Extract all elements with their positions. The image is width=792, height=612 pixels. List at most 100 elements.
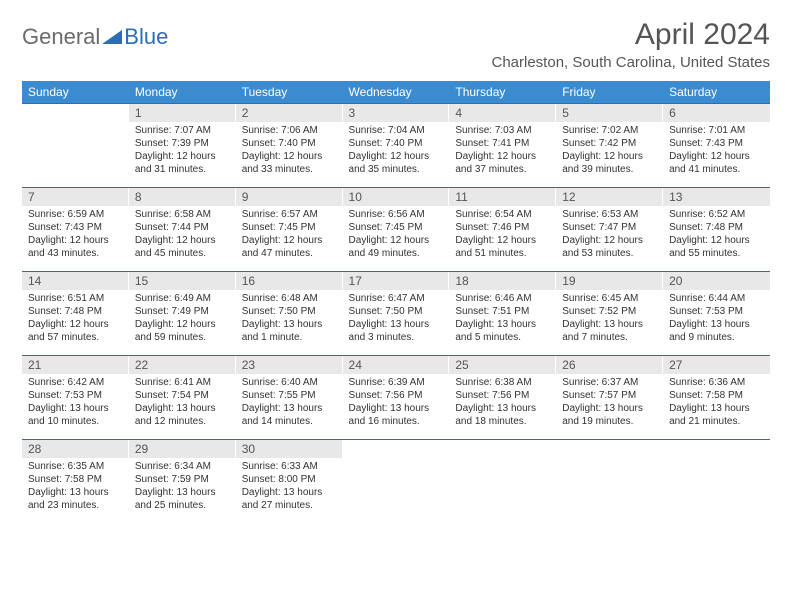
calendar-cell: 6Sunrise: 7:01 AMSunset: 7:43 PMDaylight… <box>663 104 770 188</box>
calendar-body: 1Sunrise: 7:07 AMSunset: 7:39 PMDaylight… <box>22 104 770 524</box>
sunset-text: Sunset: 7:41 PM <box>455 137 550 150</box>
day-number: 13 <box>663 188 770 206</box>
daylight-text: Daylight: 12 hours and 51 minutes. <box>455 234 550 260</box>
sunrise-text: Sunrise: 6:49 AM <box>135 292 230 305</box>
day-content: Sunrise: 6:53 AMSunset: 7:47 PMDaylight:… <box>556 206 663 264</box>
calendar-cell: 17Sunrise: 6:47 AMSunset: 7:50 PMDayligh… <box>343 272 450 356</box>
calendar-cell: 13Sunrise: 6:52 AMSunset: 7:48 PMDayligh… <box>663 188 770 272</box>
calendar-cell: 29Sunrise: 6:34 AMSunset: 7:59 PMDayligh… <box>129 440 236 524</box>
daylight-text: Daylight: 13 hours and 7 minutes. <box>562 318 657 344</box>
daylight-text: Daylight: 13 hours and 27 minutes. <box>242 486 337 512</box>
daylight-text: Daylight: 13 hours and 12 minutes. <box>135 402 230 428</box>
calendar-header-row: SundayMondayTuesdayWednesdayThursdayFrid… <box>22 81 770 104</box>
sunset-text: Sunset: 7:53 PM <box>669 305 764 318</box>
calendar-cell: 5Sunrise: 7:02 AMSunset: 7:42 PMDaylight… <box>556 104 663 188</box>
day-content: Sunrise: 6:46 AMSunset: 7:51 PMDaylight:… <box>449 290 556 348</box>
day-number: 26 <box>556 356 663 374</box>
day-number: 5 <box>556 104 663 122</box>
sunset-text: Sunset: 7:42 PM <box>562 137 657 150</box>
sunrise-text: Sunrise: 6:44 AM <box>669 292 764 305</box>
day-content: Sunrise: 6:44 AMSunset: 7:53 PMDaylight:… <box>663 290 770 348</box>
calendar-cell <box>556 440 663 524</box>
day-number: 6 <box>663 104 770 122</box>
sunrise-text: Sunrise: 7:07 AM <box>135 124 230 137</box>
logo-text-blue: Blue <box>124 24 168 50</box>
sunrise-text: Sunrise: 6:48 AM <box>242 292 337 305</box>
sunset-text: Sunset: 7:43 PM <box>669 137 764 150</box>
sunrise-text: Sunrise: 6:54 AM <box>455 208 550 221</box>
calendar-cell: 24Sunrise: 6:39 AMSunset: 7:56 PMDayligh… <box>343 356 450 440</box>
day-number: 7 <box>22 188 129 206</box>
calendar-cell: 19Sunrise: 6:45 AMSunset: 7:52 PMDayligh… <box>556 272 663 356</box>
sunrise-text: Sunrise: 6:58 AM <box>135 208 230 221</box>
sunset-text: Sunset: 7:59 PM <box>135 473 230 486</box>
sunrise-text: Sunrise: 6:39 AM <box>349 376 444 389</box>
logo-text-general: General <box>22 24 100 50</box>
daylight-text: Daylight: 12 hours and 47 minutes. <box>242 234 337 260</box>
calendar-week-row: 28Sunrise: 6:35 AMSunset: 7:58 PMDayligh… <box>22 440 770 524</box>
day-content: Sunrise: 6:37 AMSunset: 7:57 PMDaylight:… <box>556 374 663 432</box>
day-number: 30 <box>236 440 343 458</box>
day-content: Sunrise: 7:06 AMSunset: 7:40 PMDaylight:… <box>236 122 343 180</box>
daylight-text: Daylight: 12 hours and 41 minutes. <box>669 150 764 176</box>
day-number: 8 <box>129 188 236 206</box>
sunset-text: Sunset: 7:58 PM <box>669 389 764 402</box>
calendar-cell: 2Sunrise: 7:06 AMSunset: 7:40 PMDaylight… <box>236 104 343 188</box>
logo: General Blue <box>22 24 168 50</box>
day-content: Sunrise: 6:47 AMSunset: 7:50 PMDaylight:… <box>343 290 450 348</box>
sunset-text: Sunset: 8:00 PM <box>242 473 337 486</box>
calendar-cell: 18Sunrise: 6:46 AMSunset: 7:51 PMDayligh… <box>449 272 556 356</box>
daylight-text: Daylight: 13 hours and 21 minutes. <box>669 402 764 428</box>
day-content: Sunrise: 6:38 AMSunset: 7:56 PMDaylight:… <box>449 374 556 432</box>
day-content: Sunrise: 6:59 AMSunset: 7:43 PMDaylight:… <box>22 206 129 264</box>
daylight-text: Daylight: 12 hours and 31 minutes. <box>135 150 230 176</box>
daylight-text: Daylight: 12 hours and 53 minutes. <box>562 234 657 260</box>
sunset-text: Sunset: 7:46 PM <box>455 221 550 234</box>
day-number: 25 <box>449 356 556 374</box>
day-number: 21 <box>22 356 129 374</box>
day-content: Sunrise: 6:34 AMSunset: 7:59 PMDaylight:… <box>129 458 236 516</box>
sunrise-text: Sunrise: 7:03 AM <box>455 124 550 137</box>
day-content: Sunrise: 6:42 AMSunset: 7:53 PMDaylight:… <box>22 374 129 432</box>
calendar-cell: 15Sunrise: 6:49 AMSunset: 7:49 PMDayligh… <box>129 272 236 356</box>
calendar-cell: 26Sunrise: 6:37 AMSunset: 7:57 PMDayligh… <box>556 356 663 440</box>
daylight-text: Daylight: 13 hours and 1 minute. <box>242 318 337 344</box>
daylight-text: Daylight: 12 hours and 37 minutes. <box>455 150 550 176</box>
sunrise-text: Sunrise: 7:06 AM <box>242 124 337 137</box>
daylight-text: Daylight: 12 hours and 45 minutes. <box>135 234 230 260</box>
day-number: 19 <box>556 272 663 290</box>
sunrise-text: Sunrise: 6:51 AM <box>28 292 123 305</box>
sunset-text: Sunset: 7:55 PM <box>242 389 337 402</box>
calendar-cell: 1Sunrise: 7:07 AMSunset: 7:39 PMDaylight… <box>129 104 236 188</box>
day-header: Tuesday <box>236 81 343 104</box>
day-number: 18 <box>449 272 556 290</box>
calendar-cell: 9Sunrise: 6:57 AMSunset: 7:45 PMDaylight… <box>236 188 343 272</box>
calendar-week-row: 14Sunrise: 6:51 AMSunset: 7:48 PMDayligh… <box>22 272 770 356</box>
daylight-text: Daylight: 13 hours and 16 minutes. <box>349 402 444 428</box>
sunrise-text: Sunrise: 6:33 AM <box>242 460 337 473</box>
sunset-text: Sunset: 7:56 PM <box>455 389 550 402</box>
day-content: Sunrise: 6:57 AMSunset: 7:45 PMDaylight:… <box>236 206 343 264</box>
daylight-text: Daylight: 13 hours and 18 minutes. <box>455 402 550 428</box>
calendar-cell: 16Sunrise: 6:48 AMSunset: 7:50 PMDayligh… <box>236 272 343 356</box>
day-number: 12 <box>556 188 663 206</box>
month-title: April 2024 <box>492 18 771 52</box>
calendar-cell: 21Sunrise: 6:42 AMSunset: 7:53 PMDayligh… <box>22 356 129 440</box>
day-number: 4 <box>449 104 556 122</box>
day-number: 3 <box>343 104 450 122</box>
day-header: Friday <box>556 81 663 104</box>
day-number: 29 <box>129 440 236 458</box>
sunrise-text: Sunrise: 7:02 AM <box>562 124 657 137</box>
sunrise-text: Sunrise: 6:42 AM <box>28 376 123 389</box>
daylight-text: Daylight: 13 hours and 9 minutes. <box>669 318 764 344</box>
day-number: 24 <box>343 356 450 374</box>
daylight-text: Daylight: 13 hours and 5 minutes. <box>455 318 550 344</box>
day-content: Sunrise: 6:51 AMSunset: 7:48 PMDaylight:… <box>22 290 129 348</box>
day-number: 17 <box>343 272 450 290</box>
sunset-text: Sunset: 7:45 PM <box>242 221 337 234</box>
sunset-text: Sunset: 7:43 PM <box>28 221 123 234</box>
daylight-text: Daylight: 12 hours and 57 minutes. <box>28 318 123 344</box>
day-number: 23 <box>236 356 343 374</box>
sunrise-text: Sunrise: 6:56 AM <box>349 208 444 221</box>
calendar-cell: 14Sunrise: 6:51 AMSunset: 7:48 PMDayligh… <box>22 272 129 356</box>
